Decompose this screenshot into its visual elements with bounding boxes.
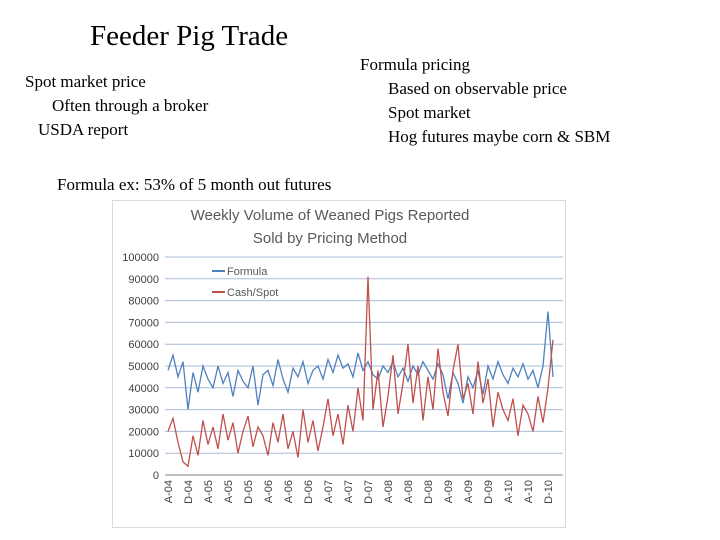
x-tick-label: D-10 [543, 480, 555, 504]
chart-frame [112, 200, 566, 528]
bullet: Hog futures maybe corn & SBM [388, 127, 611, 146]
x-tick-label: A-06 [283, 480, 295, 503]
x-tick-label: D-07 [363, 480, 375, 504]
x-tick-label: A-09 [443, 480, 455, 503]
y-tick-label: 0 [153, 470, 159, 482]
bullet: Spot market price [25, 72, 146, 91]
x-tick-label: A-05 [223, 480, 235, 503]
x-tick-label: A-07 [343, 480, 355, 503]
y-tick-label: 10000 [128, 448, 159, 460]
legend-label: Cash/Spot [227, 287, 278, 299]
x-tick-label: D-09 [483, 480, 495, 504]
x-tick-label: D-08 [423, 480, 435, 504]
y-tick-label: 80000 [128, 296, 159, 308]
y-tick-label: 90000 [128, 274, 159, 286]
x-tick-label: D-04 [183, 480, 195, 504]
x-tick-label: A-08 [403, 480, 415, 503]
x-tick-label: A-07 [323, 480, 335, 503]
y-tick-label: 100000 [122, 252, 159, 264]
y-tick-label: 40000 [128, 383, 159, 395]
x-tick-label: A-10 [523, 480, 535, 503]
x-tick-label: D-06 [303, 480, 315, 504]
bullet: Spot market [388, 103, 471, 122]
chart-title: Sold by Pricing Method [253, 230, 407, 247]
y-tick-label: 60000 [128, 339, 159, 351]
series-line [167, 311, 554, 410]
bullet: USDA report [38, 120, 129, 139]
x-tick-label: A-06 [263, 480, 275, 503]
x-tick-label: A-05 [203, 480, 215, 503]
x-tick-label: A-09 [463, 480, 475, 503]
bullet: Based on observable price [388, 79, 567, 98]
y-tick-label: 20000 [128, 426, 159, 438]
y-tick-label: 30000 [128, 405, 159, 417]
bullet: Formula pricing [360, 55, 471, 74]
series-line [167, 276, 554, 468]
bullet: Often through a broker [52, 96, 209, 115]
x-tick-label: A-08 [383, 480, 395, 503]
y-tick-label: 70000 [128, 317, 159, 329]
legend-label: Formula [227, 266, 268, 278]
chart: Weekly Volume of Weaned Pigs Reported So… [112, 200, 566, 528]
x-tick-label: A-04 [163, 480, 175, 503]
slide-title: Feeder Pig Trade [90, 20, 289, 52]
chart-title: Weekly Volume of Weaned Pigs Reported [191, 207, 470, 224]
y-tick-label: 50000 [128, 361, 159, 373]
x-tick-label: D-05 [243, 480, 255, 504]
x-tick-label: A-10 [503, 480, 515, 503]
example-text: Formula ex: 53% of 5 month out futures [57, 175, 332, 194]
